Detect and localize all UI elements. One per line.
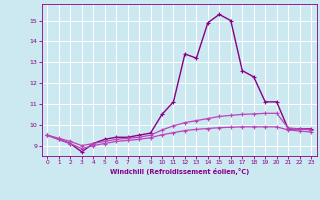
X-axis label: Windchill (Refroidissement éolien,°C): Windchill (Refroidissement éolien,°C) — [109, 168, 249, 175]
